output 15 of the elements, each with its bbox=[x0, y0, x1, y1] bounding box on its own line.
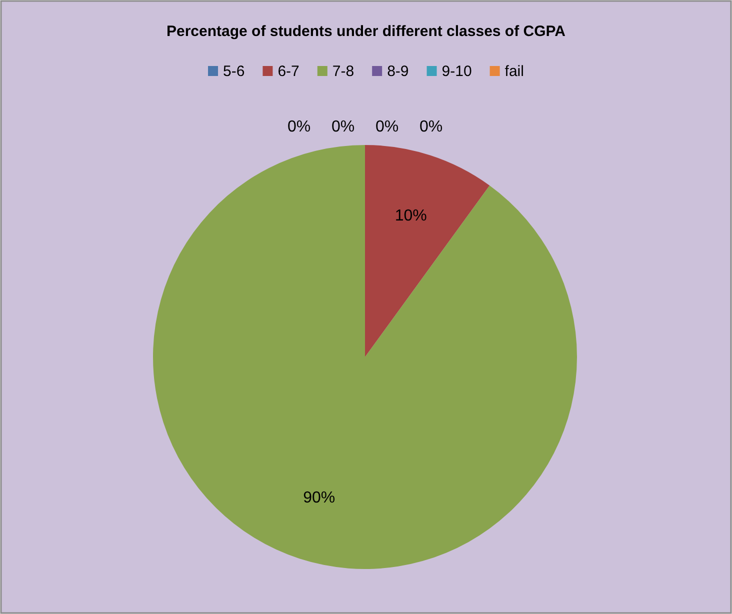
text: 0% bbox=[419, 118, 443, 136]
legend-label: 9-10 bbox=[442, 63, 472, 80]
legend-label: 6-7 bbox=[278, 63, 300, 80]
pie-slice bbox=[153, 145, 577, 569]
text: 0% bbox=[331, 118, 355, 136]
chart-title: Percentage of students under different classes of CGPA bbox=[166, 23, 566, 40]
legend-label: 7-8 bbox=[332, 63, 354, 80]
text: 0% bbox=[287, 118, 311, 136]
data-label: 10% bbox=[394, 207, 427, 224]
legend-label: 5-6 bbox=[223, 63, 245, 80]
data-label: 90% bbox=[303, 490, 336, 507]
legend-label: 8-9 bbox=[387, 63, 409, 80]
text: 0% bbox=[375, 118, 399, 136]
pie-slice bbox=[365, 145, 490, 357]
legend-label: fail bbox=[504, 63, 524, 80]
